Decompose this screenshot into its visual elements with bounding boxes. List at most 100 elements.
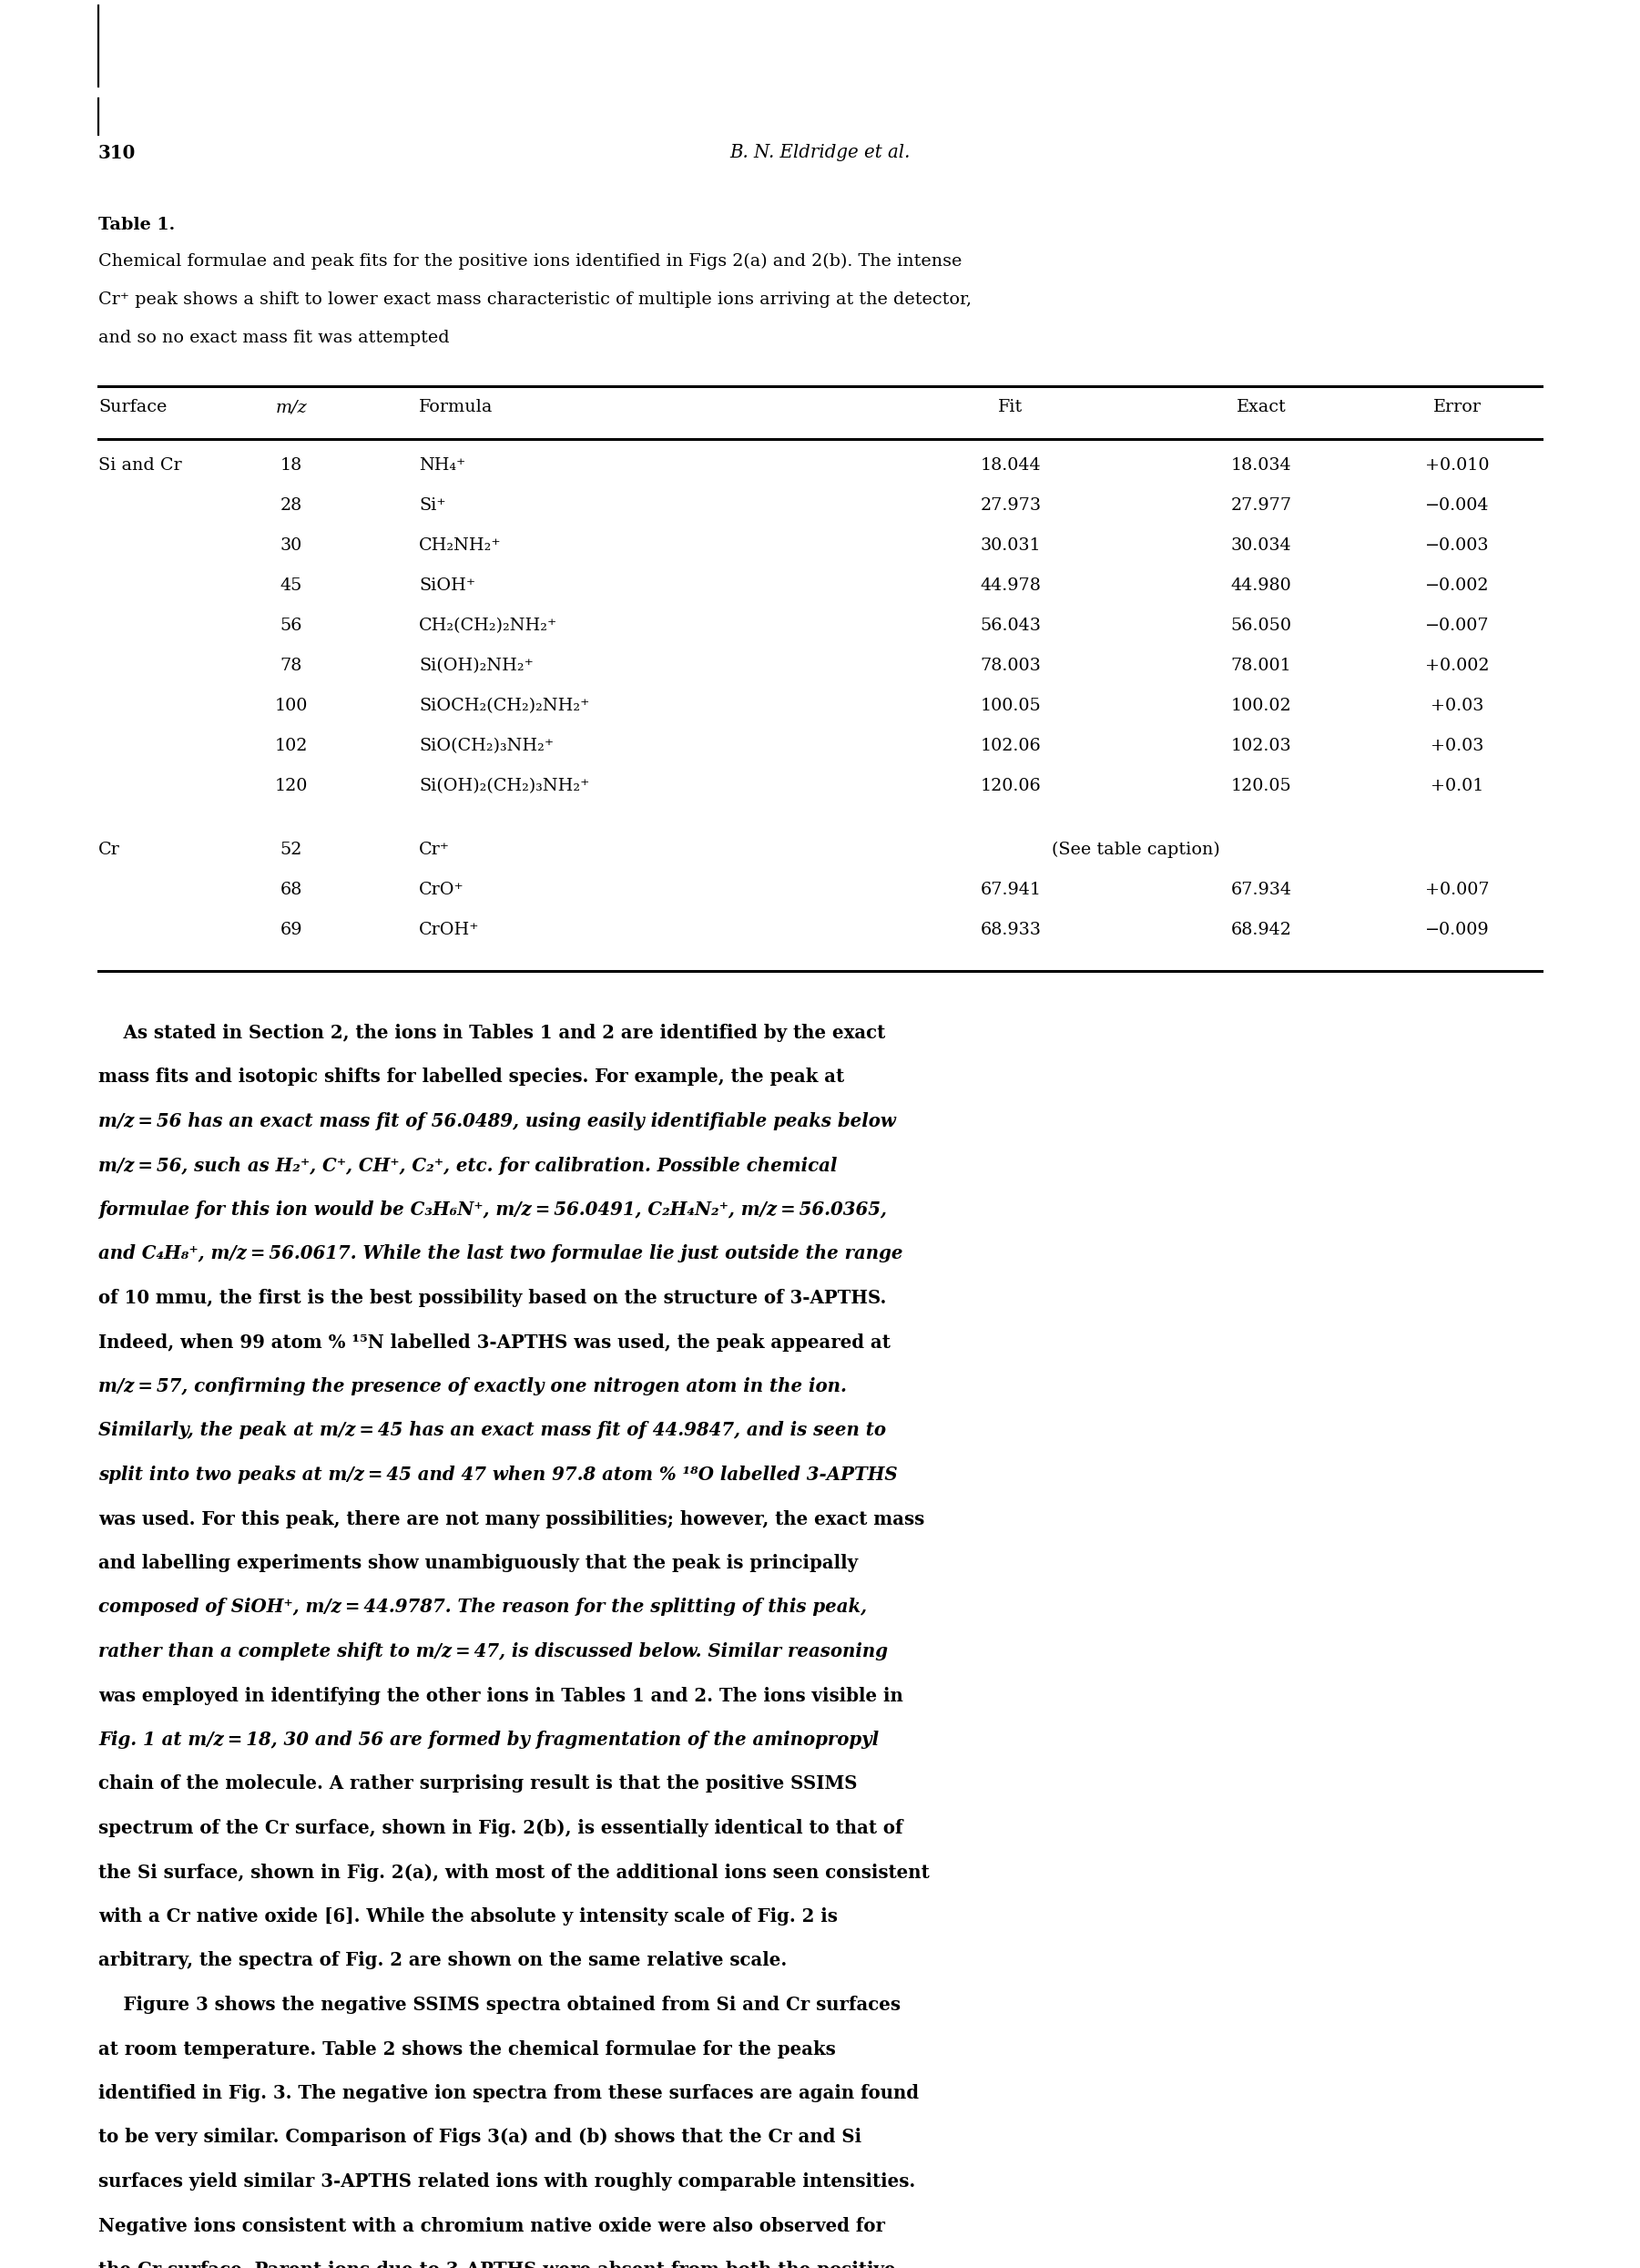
Text: 102.03: 102.03: [1232, 737, 1292, 755]
Text: Fig. 1 at m/z = 18, 30 and 56 are formed by fragmentation of the aminopropyl: Fig. 1 at m/z = 18, 30 and 56 are formed…: [98, 1730, 879, 1749]
Text: 78.003: 78.003: [981, 658, 1041, 674]
Text: Chemical formulae and peak fits for the positive ions identified in Figs 2(a) an: Chemical formulae and peak fits for the …: [98, 254, 963, 270]
Text: Si(OH)₂(CH₂)₃NH₂⁺: Si(OH)₂(CH₂)₃NH₂⁺: [418, 778, 589, 794]
Text: 78.001: 78.001: [1230, 658, 1292, 674]
Text: 78: 78: [280, 658, 302, 674]
Text: was used. For this peak, there are not many possibilities; however, the exact ma: was used. For this peak, there are not m…: [98, 1510, 925, 1529]
Text: −0.002: −0.002: [1425, 578, 1489, 594]
Text: Cr⁺: Cr⁺: [418, 841, 449, 857]
Text: 102: 102: [276, 737, 308, 755]
Text: 30: 30: [280, 538, 302, 553]
Text: 45: 45: [280, 578, 302, 594]
Text: to be very similar. Comparison of Figs 3(a) and (b) shows that the Cr and Si: to be very similar. Comparison of Figs 3…: [98, 2127, 861, 2146]
Text: 68.933: 68.933: [981, 921, 1041, 939]
Text: Similarly, the peak at m/z = 45 has an exact mass fit of 44.9847, and is seen to: Similarly, the peak at m/z = 45 has an e…: [98, 1422, 886, 1440]
Text: identified in Fig. 3. The negative ion spectra from these surfaces are again fou: identified in Fig. 3. The negative ion s…: [98, 2084, 918, 2102]
Text: m/z = 57, confirming the presence of exactly one nitrogen atom in the ion.: m/z = 57, confirming the presence of exa…: [98, 1377, 846, 1395]
Text: CH₂(CH₂)₂NH₂⁺: CH₂(CH₂)₂NH₂⁺: [418, 617, 558, 635]
Text: Si(OH)₂NH₂⁺: Si(OH)₂NH₂⁺: [418, 658, 533, 674]
Text: 120.05: 120.05: [1230, 778, 1292, 794]
Text: Si⁺: Si⁺: [418, 497, 446, 515]
Text: +0.01: +0.01: [1430, 778, 1484, 794]
Text: Si and Cr: Si and Cr: [98, 458, 182, 474]
Text: 310: 310: [98, 143, 136, 161]
Text: SiOH⁺: SiOH⁺: [418, 578, 476, 594]
Text: (See table caption): (See table caption): [1051, 841, 1220, 857]
Text: 27.973: 27.973: [981, 497, 1041, 515]
Text: +0.010: +0.010: [1425, 458, 1489, 474]
Text: −0.007: −0.007: [1425, 617, 1489, 635]
Text: Fit: Fit: [999, 399, 1023, 415]
Text: 56.050: 56.050: [1230, 617, 1292, 635]
Text: 44.978: 44.978: [981, 578, 1041, 594]
Text: 102.06: 102.06: [981, 737, 1041, 755]
Text: m/z = 56 has an exact mass fit of 56.0489, using easily identifiable peaks below: m/z = 56 has an exact mass fit of 56.048…: [98, 1111, 895, 1129]
Text: m/z: m/z: [276, 399, 307, 415]
Text: 56: 56: [280, 617, 302, 635]
Text: spectrum of the Cr surface, shown in Fig. 2(b), is essentially identical to that: spectrum of the Cr surface, shown in Fig…: [98, 1819, 904, 1837]
Text: 27.977: 27.977: [1230, 497, 1292, 515]
Text: 100.02: 100.02: [1232, 699, 1292, 714]
Text: 52: 52: [280, 841, 302, 857]
Text: rather than a complete shift to m/z = 47, is discussed below. Similar reasoning: rather than a complete shift to m/z = 47…: [98, 1642, 887, 1660]
Text: was employed in identifying the other ions in Tables 1 and 2. The ions visible i: was employed in identifying the other io…: [98, 1687, 904, 1706]
Text: 18.034: 18.034: [1232, 458, 1292, 474]
Text: −0.003: −0.003: [1425, 538, 1489, 553]
Text: formulae for this ion would be C₃H₆N⁺, m/z = 56.0491, C₂H₄N₂⁺, m/z = 56.0365,: formulae for this ion would be C₃H₆N⁺, m…: [98, 1200, 887, 1218]
Text: NH₄⁺: NH₄⁺: [418, 458, 466, 474]
Text: 28: 28: [280, 497, 302, 515]
Text: Error: Error: [1433, 399, 1481, 415]
Text: chain of the molecule. A rather surprising result is that the positive SSIMS: chain of the molecule. A rather surprisi…: [98, 1776, 858, 1794]
Text: m/z = 56, such as H₂⁺, C⁺, CH⁺, C₂⁺, etc. for calibration. Possible chemical: m/z = 56, such as H₂⁺, C⁺, CH⁺, C₂⁺, etc…: [98, 1157, 836, 1175]
Text: surfaces yield similar 3-APTHS related ions with roughly comparable intensities.: surfaces yield similar 3-APTHS related i…: [98, 2173, 915, 2191]
Text: +0.03: +0.03: [1430, 737, 1484, 755]
Text: −0.009: −0.009: [1425, 921, 1489, 939]
Text: and C₄H₈⁺, m/z = 56.0617. While the last two formulae lie just outside the range: and C₄H₈⁺, m/z = 56.0617. While the last…: [98, 1245, 904, 1263]
Text: Surface: Surface: [98, 399, 167, 415]
Text: 67.934: 67.934: [1230, 882, 1292, 898]
Text: 68.942: 68.942: [1230, 921, 1292, 939]
Text: SiO(CH₂)₃NH₂⁺: SiO(CH₂)₃NH₂⁺: [418, 737, 554, 755]
Text: 56.043: 56.043: [981, 617, 1041, 635]
Text: 44.980: 44.980: [1230, 578, 1292, 594]
Text: with a Cr native oxide [6]. While the absolute y intensity scale of Fig. 2 is: with a Cr native oxide [6]. While the ab…: [98, 1907, 838, 1926]
Text: and so no exact mass fit was attempted: and so no exact mass fit was attempted: [98, 329, 449, 347]
Text: 100.05: 100.05: [981, 699, 1041, 714]
Text: Table 1.: Table 1.: [98, 218, 175, 234]
Text: 30.034: 30.034: [1232, 538, 1292, 553]
Text: 100: 100: [276, 699, 308, 714]
Text: +0.007: +0.007: [1425, 882, 1489, 898]
Text: 67.941: 67.941: [981, 882, 1041, 898]
Text: SiOCH₂(CH₂)₂NH₂⁺: SiOCH₂(CH₂)₂NH₂⁺: [418, 699, 589, 714]
Text: Indeed, when 99 atom % ¹⁵N labelled 3-APTHS was used, the peak appeared at: Indeed, when 99 atom % ¹⁵N labelled 3-AP…: [98, 1334, 891, 1352]
Text: at room temperature. Table 2 shows the chemical formulae for the peaks: at room temperature. Table 2 shows the c…: [98, 2039, 836, 2057]
Text: Cr⁺ peak shows a shift to lower exact mass characteristic of multiple ions arriv: Cr⁺ peak shows a shift to lower exact ma…: [98, 293, 971, 308]
Text: CrOH⁺: CrOH⁺: [418, 921, 479, 939]
Text: the Cr surface. Parent ions due to 3-APTHS were absent from both the positive: the Cr surface. Parent ions due to 3-APT…: [98, 2261, 895, 2268]
Text: CrO⁺: CrO⁺: [418, 882, 464, 898]
Text: arbitrary, the spectra of Fig. 2 are shown on the same relative scale.: arbitrary, the spectra of Fig. 2 are sho…: [98, 1950, 787, 1969]
Text: mass fits and isotopic shifts for labelled species. For example, the peak at: mass fits and isotopic shifts for labell…: [98, 1068, 845, 1086]
Text: 69: 69: [280, 921, 302, 939]
Text: Exact: Exact: [1237, 399, 1286, 415]
Text: Cr: Cr: [98, 841, 120, 857]
Text: 18.044: 18.044: [981, 458, 1041, 474]
Text: +0.002: +0.002: [1425, 658, 1489, 674]
Text: +0.03: +0.03: [1430, 699, 1484, 714]
Text: Figure 3 shows the negative SSIMS spectra obtained from Si and Cr surfaces: Figure 3 shows the negative SSIMS spectr…: [98, 1996, 900, 2014]
Text: the Si surface, shown in Fig. 2(a), with most of the additional ions seen consis: the Si surface, shown in Fig. 2(a), with…: [98, 1862, 930, 1882]
Text: B. N. Eldridge et al.: B. N. Eldridge et al.: [730, 143, 910, 161]
Text: 18: 18: [280, 458, 302, 474]
Text: Negative ions consistent with a chromium native oxide were also observed for: Negative ions consistent with a chromium…: [98, 2216, 886, 2234]
Text: 120: 120: [276, 778, 308, 794]
Text: Formula: Formula: [418, 399, 494, 415]
Text: As stated in Section 2, the ions in Tables 1 and 2 are identified by the exact: As stated in Section 2, the ions in Tabl…: [98, 1023, 886, 1041]
Text: CH₂NH₂⁺: CH₂NH₂⁺: [418, 538, 502, 553]
Text: composed of SiOH⁺, m/z = 44.9787. The reason for the splitting of this peak,: composed of SiOH⁺, m/z = 44.9787. The re…: [98, 1599, 868, 1617]
Text: −0.004: −0.004: [1425, 497, 1489, 515]
Text: 120.06: 120.06: [981, 778, 1041, 794]
Text: 30.031: 30.031: [981, 538, 1041, 553]
Text: and labelling experiments show unambiguously that the peak is principally: and labelling experiments show unambiguo…: [98, 1554, 858, 1572]
Text: 68: 68: [280, 882, 302, 898]
Text: of 10 mmu, the first is the best possibility based on the structure of 3-APTHS.: of 10 mmu, the first is the best possibi…: [98, 1288, 886, 1306]
